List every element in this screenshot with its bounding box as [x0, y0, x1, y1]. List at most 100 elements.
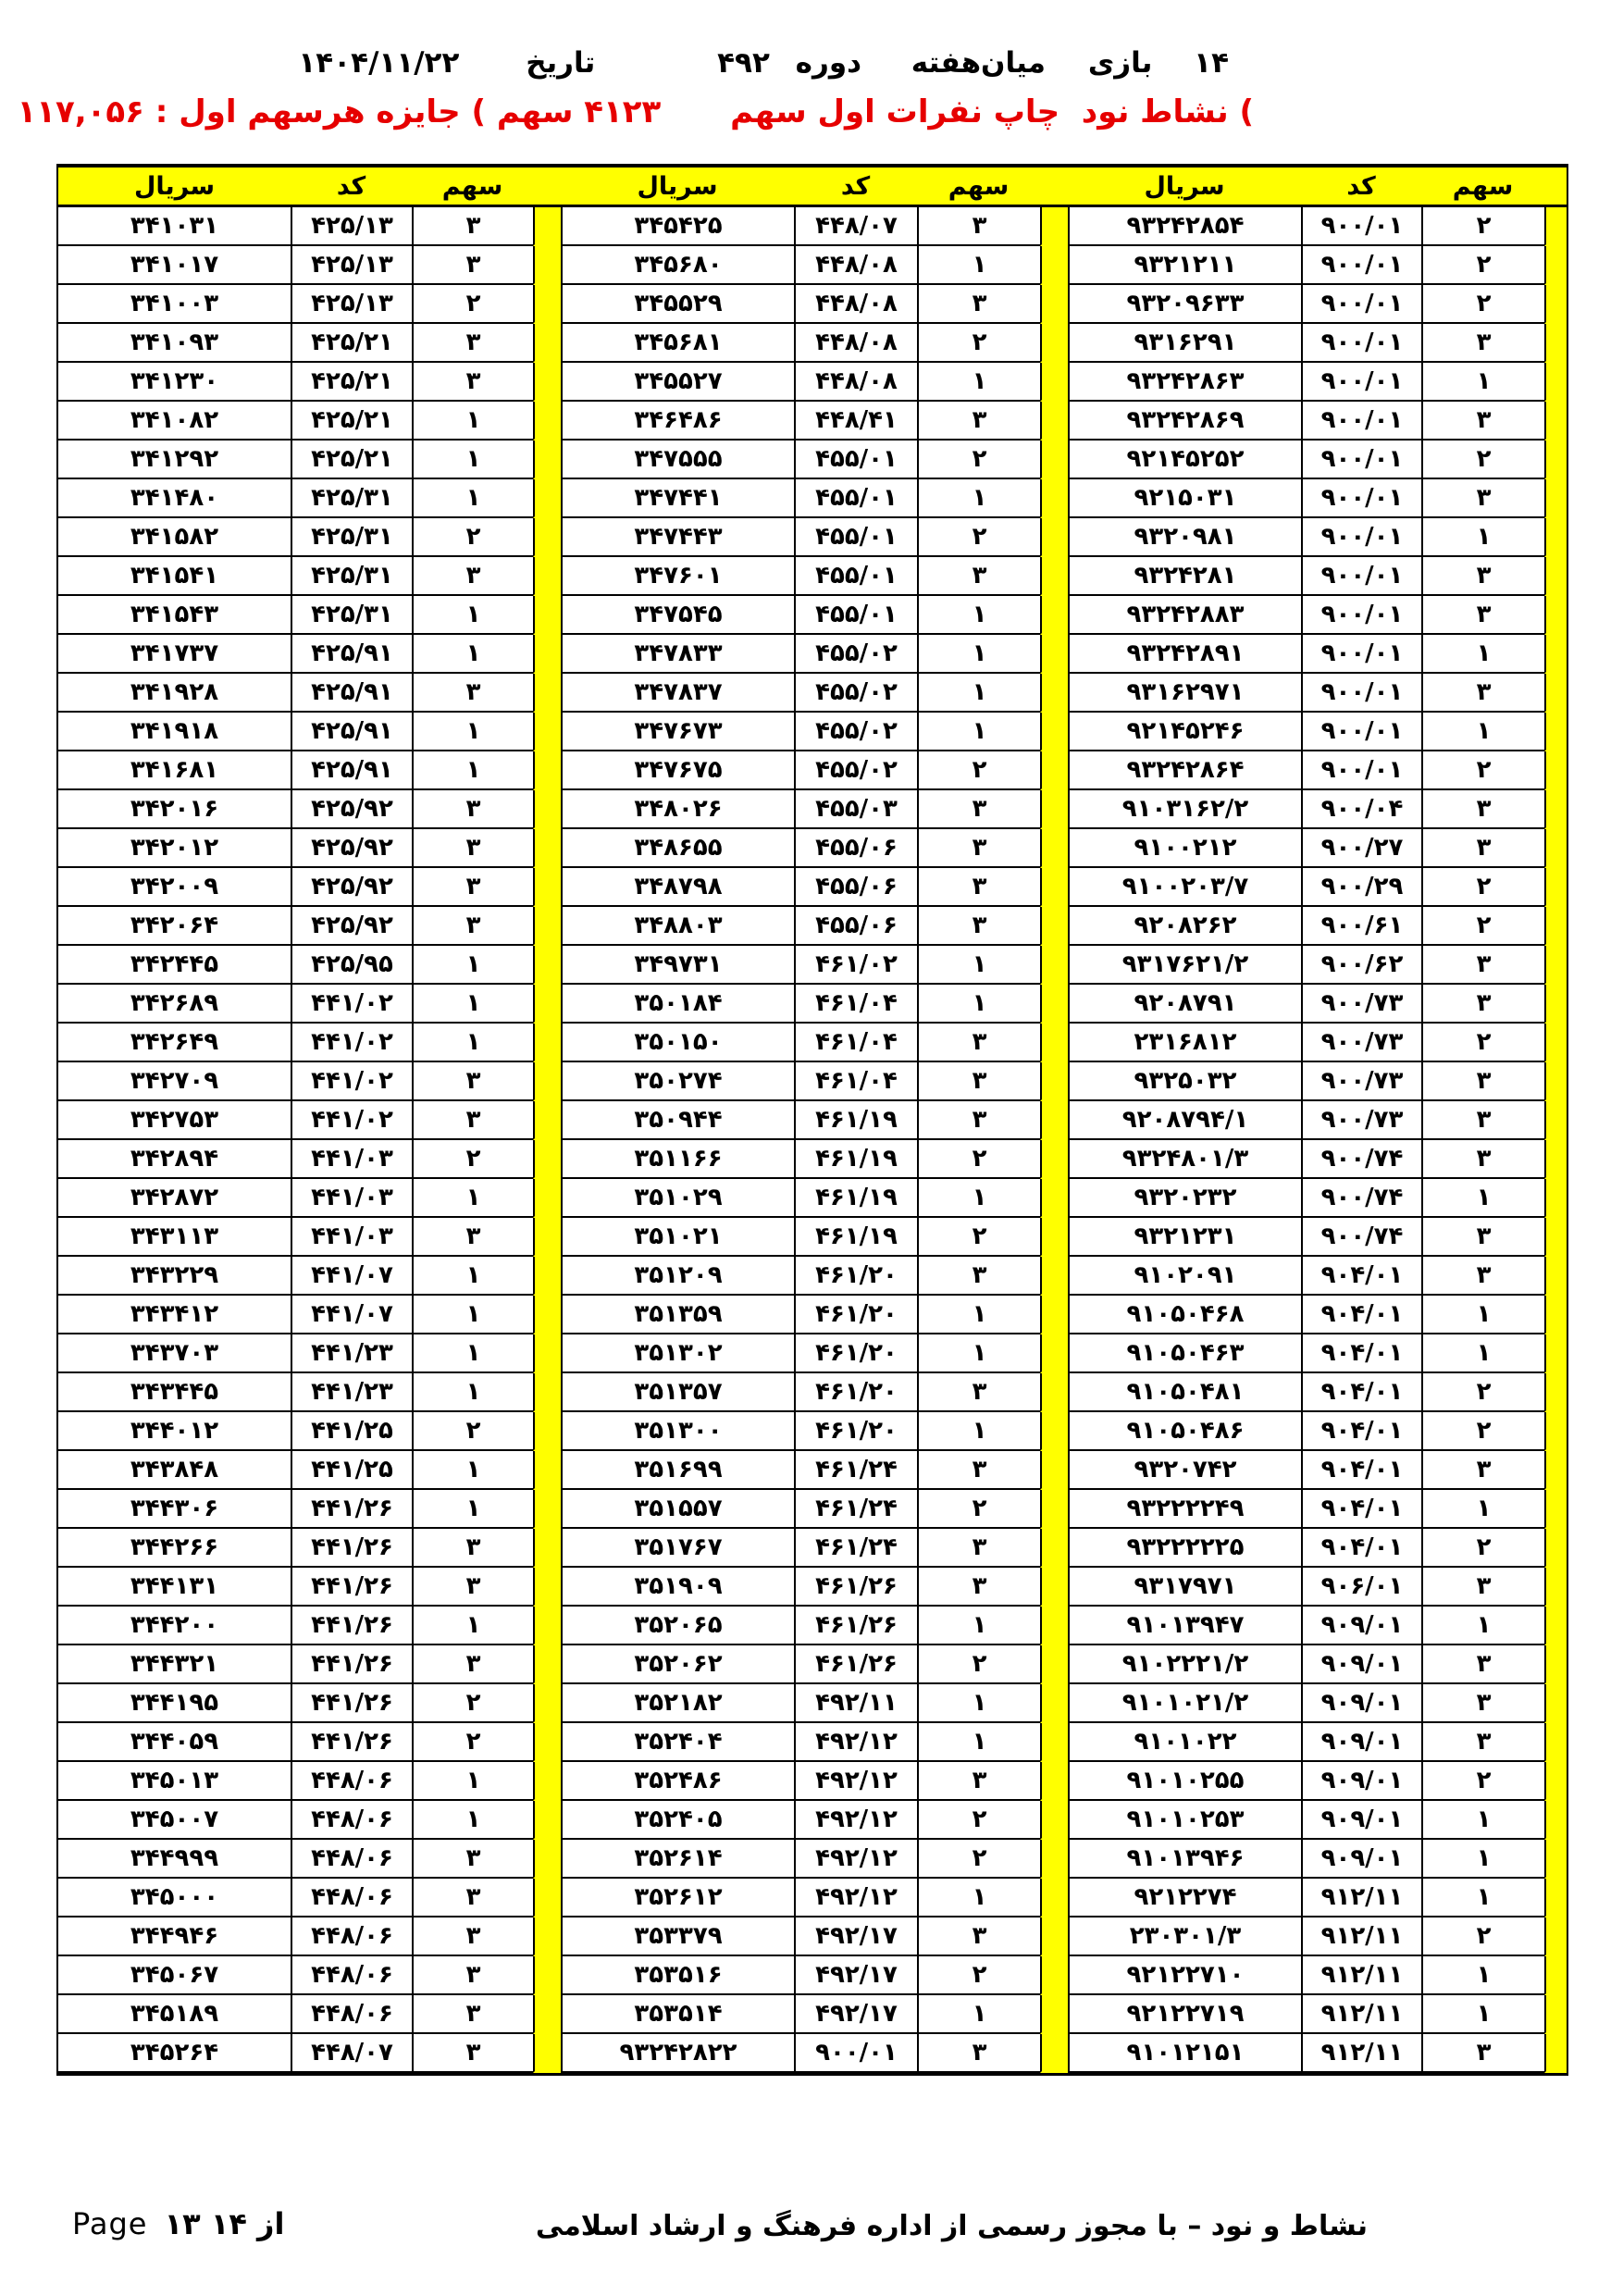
- serial-cell: ۳۴۵۱۸۹: [58, 1995, 291, 2034]
- table-row: ۳ ۹۰۴/۰۱ ۹۱۰۲۰۹۱ ۳ ۴۶۱/۲۰ ۳۵۱۲۰۹ ۱ ۴۴۱/۰۷ ۳۴۳۲۲۹: [58, 1257, 1567, 1296]
- share-cell: ۱: [917, 479, 1040, 518]
- share-cell: ۱: [412, 441, 533, 479]
- serial-cell: ۹۳۱۶۲۹۷۱: [1068, 674, 1301, 713]
- separator-cell: [1040, 829, 1068, 868]
- share-cell: ۲: [412, 518, 533, 557]
- serial-cell: ۳۴۱۵۸۲: [58, 518, 291, 557]
- code-cell: ۴۶۱/۰۴: [794, 1024, 917, 1062]
- serial-cell: ۹۲۰۸۷۹۱: [1068, 985, 1301, 1024]
- game-type-label: بازی: [1087, 46, 1153, 80]
- serial-cell: ۹۲۱۵۰۳۱: [1068, 479, 1301, 518]
- share-cell: ۳: [1421, 402, 1544, 441]
- separator-cell: [533, 1140, 561, 1179]
- code-cell: ۴۴۸/۰۷: [291, 2034, 412, 2073]
- serial-cell: ۳۴۶۴۸۶: [561, 402, 794, 441]
- separator-cell: [1544, 751, 1567, 790]
- separator-cell: [1544, 674, 1567, 713]
- separator-cell: [533, 1490, 561, 1529]
- table-row: ۲ ۹۰۰/۰۱ ۹۳۲۰۹۶۳۳ ۳ ۴۴۸/۰۸ ۳۴۵۵۲۹ ۲ ۴۲۵/۱۳ ۳۴۱۰۰…: [58, 285, 1567, 324]
- code-cell: ۴۴۱/۰۳: [291, 1140, 412, 1179]
- separator-cell: [1040, 1257, 1068, 1296]
- serial-cell: ۹۳۲۴۲۸۸۳: [1068, 596, 1301, 635]
- separator-cell: [1544, 1101, 1567, 1140]
- code-cell: ۴۵۵/۰۶: [794, 868, 917, 907]
- table-row: ۳ ۹۱۲/۱۱ ۹۱۰۱۲۱۵۱ ۳ ۹۰۰/۰۱ ۹۳۲۴۲۸۲۲ ۳ ۴۴۸/۰۷ ۳۴۵…: [58, 2034, 1567, 2073]
- code-cell: ۴۲۵/۹۲: [291, 829, 412, 868]
- code-cell: ۴۲۵/۹۱: [291, 674, 412, 713]
- separator-cell: [533, 1218, 561, 1257]
- separator-cell: [1040, 207, 1068, 246]
- serial-cell: ۳۴۴۰۵۹: [58, 1723, 291, 1762]
- serial-cell: ۹۳۲۴۲۸۲۲: [561, 2034, 794, 2073]
- code-cell: ۴۲۵/۲۱: [291, 441, 412, 479]
- share-cell: ۱: [917, 1296, 1040, 1334]
- code-cell: ۹۰۴/۰۱: [1301, 1490, 1421, 1529]
- code-cell: ۹۰۰/۰۱: [1301, 557, 1421, 596]
- table-row: ۲ ۹۰۰/۲۹ ۹۱۰۰۲۰۳/۷ ۳ ۴۵۵/۰۶ ۳۴۸۷۹۸ ۳ ۴۲۵/۹۲ ۳۴۲۰…: [58, 868, 1567, 907]
- serial-cell: ۳۴۳۸۴۸: [58, 1451, 291, 1490]
- separator-cell: [1544, 1373, 1567, 1412]
- table-row: ۳ ۹۰۰/۰۱ ۹۲۱۵۰۳۱ ۱ ۴۵۵/۰۱ ۳۴۷۴۴۱ ۱ ۴۲۵/۳۱ ۳۴۱۴۸۰: [58, 479, 1567, 518]
- code-cell: ۴۴۸/۰۸: [794, 324, 917, 363]
- separator-cell: [1040, 1956, 1068, 1995]
- separator-cell: [1040, 402, 1068, 441]
- separator-cell: [533, 713, 561, 751]
- code-cell: ۴۶۱/۲۴: [794, 1529, 917, 1568]
- serial-cell: ۳۴۵۵۲۹: [561, 285, 794, 324]
- code-cell: ۴۶۱/۲۴: [794, 1490, 917, 1529]
- serial-cell: ۹۲۰۸۲۶۲: [1068, 907, 1301, 946]
- separator-cell: [533, 479, 561, 518]
- serial-cell: ۳۴۱۰۳۱: [58, 207, 291, 246]
- share-cell: ۱: [1421, 1995, 1544, 2034]
- share-cell: ۳: [1421, 479, 1544, 518]
- separator-cell: [533, 363, 561, 402]
- serial-cell: ۳۵۱۳۰۰: [561, 1412, 794, 1451]
- code-cell: ۴۵۵/۰۳: [794, 790, 917, 829]
- code-cell: ۴۶۱/۰۴: [794, 985, 917, 1024]
- separator-cell: [1040, 1645, 1068, 1684]
- serial-cell: ۳۵۱۳۵۹: [561, 1296, 794, 1334]
- code-cell: ۴۵۵/۰۱: [794, 479, 917, 518]
- code-cell: ۴۴۱/۲۳: [291, 1334, 412, 1373]
- code-cell: ۴۴۱/۲۵: [291, 1451, 412, 1490]
- page-label: Page: [72, 2206, 148, 2241]
- share-cell: ۳: [1421, 829, 1544, 868]
- code-cell: ۴۲۵/۱۳: [291, 285, 412, 324]
- code-cell: ۴۲۵/۹۲: [291, 907, 412, 946]
- prize-subtitle-right: ) نشاط نود چاپ نفرات اول سهم: [730, 93, 1254, 130]
- separator-cell: [533, 2034, 561, 2073]
- code-cell: ۴۶۱/۲۰: [794, 1373, 917, 1412]
- separator-cell: [533, 751, 561, 790]
- share-cell: ۱: [917, 1334, 1040, 1373]
- table-row: ۱ ۹۰۹/۰۱ ۹۱۰۱۳۹۴۷ ۱ ۴۶۱/۲۶ ۳۵۲۰۶۵ ۱ ۴۴۱/۲۶ ۳۴۴۲۰…: [58, 1607, 1567, 1645]
- share-cell: ۳: [412, 1995, 533, 2034]
- share-cell: ۱: [917, 1879, 1040, 1917]
- serial-cell: ۳۴۹۷۳۱: [561, 946, 794, 985]
- serial-cell: ۳۴۲۸۷۲: [58, 1179, 291, 1218]
- separator-header-cell: [1544, 168, 1567, 207]
- serial-cell: ۹۱۰۱۰۲۵۵: [1068, 1762, 1301, 1801]
- separator-cell: [533, 1529, 561, 1568]
- share-cell: ۲: [412, 1723, 533, 1762]
- share-cell: ۲: [917, 1956, 1040, 1995]
- share-cell: ۱: [1421, 635, 1544, 674]
- table-row: ۲ ۹۰۰/۶۱ ۹۲۰۸۲۶۲ ۳ ۴۵۵/۰۶ ۳۴۸۸۰۳ ۳ ۴۲۵/۹۲ ۳۴۲۰۶۴: [58, 907, 1567, 946]
- share-cell: ۳: [412, 363, 533, 402]
- table-row: ۲ ۹۱۲/۱۱ ۲۳۰۳۰۱/۳ ۳ ۴۹۲/۱۷ ۳۵۳۳۷۹ ۳ ۴۴۸/۰۶ ۳۴۴۹۴…: [58, 1917, 1567, 1956]
- code-cell: ۴۴۱/۰۲: [291, 1101, 412, 1140]
- share-cell: ۲: [1421, 441, 1544, 479]
- share-cell: ۳: [412, 1218, 533, 1257]
- code-cell: ۹۰۰/۷۴: [1301, 1179, 1421, 1218]
- share-cell: ۲: [1421, 751, 1544, 790]
- share-cell: ۳: [917, 402, 1040, 441]
- code-cell: ۹۰۰/۷۴: [1301, 1218, 1421, 1257]
- share-cell: ۳: [1421, 1723, 1544, 1762]
- separator-cell: [1544, 868, 1567, 907]
- separator-cell: [1040, 907, 1068, 946]
- separator-cell: [1040, 363, 1068, 402]
- serial-cell: ۳۴۵۵۲۷: [561, 363, 794, 402]
- separator-cell: [1544, 246, 1567, 285]
- separator-cell: [533, 1451, 561, 1490]
- separator-cell: [533, 1607, 561, 1645]
- code-cell: ۹۰۹/۰۱: [1301, 1723, 1421, 1762]
